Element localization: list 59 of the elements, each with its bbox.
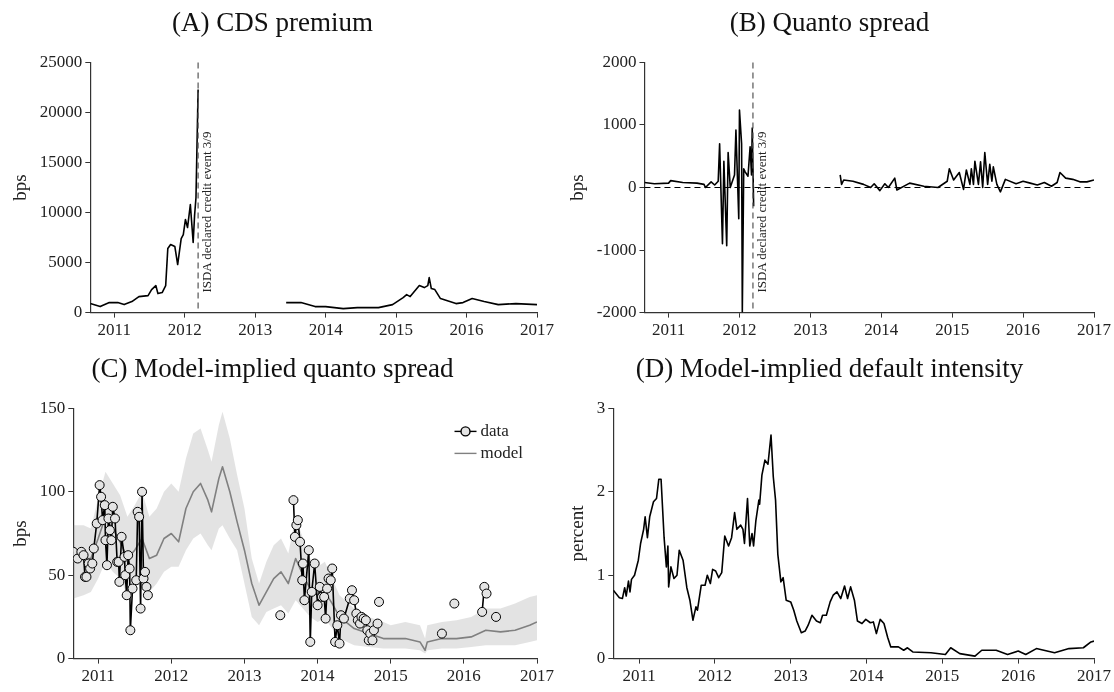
x-tick-label: 2017 [520,320,555,340]
x-tick-label: 2016 [449,320,484,340]
x-tick-label: 2011 [622,666,656,686]
x-tick-label: 2011 [97,320,131,340]
y-tick-label: 0 [56,648,66,668]
y-tick-label: 10000 [39,201,83,221]
x-tick-label: 2011 [651,320,686,340]
x-tick-label: 2017 [1077,320,1112,340]
y-tick-label: 5000 [48,252,83,272]
chart-title: (A) CDS premium [172,7,373,38]
x-tick-label: 2015 [379,320,414,340]
y-tick-label: -2000 [596,302,637,322]
x-tick-label: 2012 [722,320,757,340]
x-tick-label: 2013 [793,320,828,340]
y-tick-label: 50 [48,564,66,584]
chart-title: (B) Quanto spread [729,7,930,38]
y-tick-label: 150 [39,397,66,417]
x-tick-label: 2016 [1001,666,1036,686]
chart-title: (C) Model-implied quanto spread [91,353,455,384]
x-tick-label: 2017 [1077,666,1112,686]
y-tick-label: 2 [596,481,606,501]
chart-title: (D) Model-implied default intensity [635,353,1024,384]
y-axis-title: bps [566,174,588,201]
y-tick-label: 3 [596,397,606,417]
x-tick-label: 2016 [1006,320,1041,340]
legend-label: data [480,420,510,440]
y-axis-title: percent [566,504,588,562]
y-tick-label: 20000 [39,101,83,121]
y-tick-label: -1000 [596,239,637,259]
y-tick-label: 25000 [39,51,83,71]
y-axis-title: bps [9,174,31,201]
x-tick-label: 2013 [227,666,262,686]
y-tick-label: 2000 [602,51,637,71]
x-tick-label: 2015 [373,666,408,686]
y-tick-label: 15000 [39,151,83,171]
x-tick-label: 2012 [167,320,202,340]
x-tick-label: 2012 [697,666,732,686]
x-tick-label: 2014 [308,320,344,340]
y-tick-label: 1 [596,564,606,584]
ref-line-label: ISDA declared credit event 3/9 [753,131,769,293]
x-tick-label: 2014 [849,666,885,686]
ref-line-label: ISDA declared credit event 3/9 [199,131,215,293]
x-tick-label: 2013 [773,666,808,686]
x-tick-label: 2016 [446,666,481,686]
y-tick-label: 0 [73,302,83,322]
y-tick-label: 100 [39,481,66,501]
x-tick-label: 2014 [864,320,899,340]
x-tick-label: 2011 [81,666,115,686]
legend-label: model [480,442,524,462]
y-tick-label: 0 [596,648,606,668]
y-axis-title: bps [9,520,31,547]
x-tick-label: 2012 [154,666,189,686]
x-tick-label: 2015 [925,666,960,686]
x-tick-label: 2015 [935,320,970,340]
y-tick-label: 1000 [602,114,637,134]
x-tick-label: 2017 [520,666,555,686]
y-tick-label: 0 [627,176,637,196]
x-tick-label: 2013 [238,320,273,340]
x-tick-label: 2014 [300,666,336,686]
